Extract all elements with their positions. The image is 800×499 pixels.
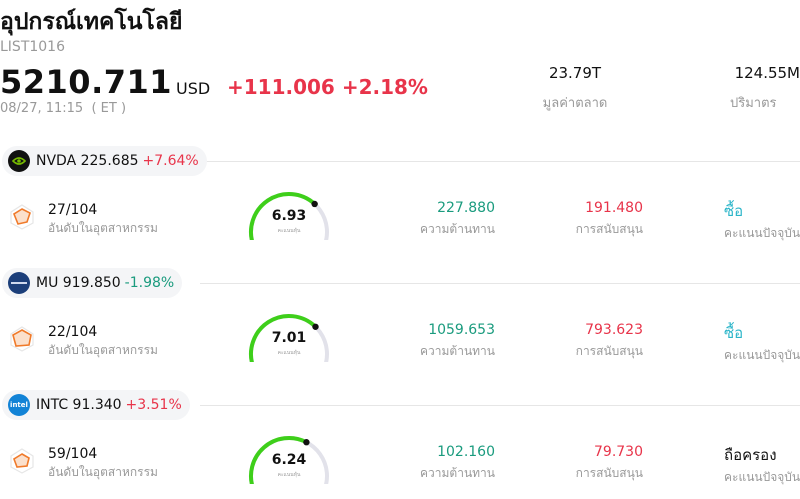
support-label: การสนับสนุน: [575, 222, 643, 236]
support-value: 191.480: [585, 200, 643, 216]
rating-label: คะแนนปัจจุบัน: [724, 348, 800, 362]
resistance-label: ความต้านทาน: [420, 222, 495, 236]
stock-chip-nvda[interactable]: NVDA 225.685 +7.64%: [2, 146, 207, 176]
separator: [200, 161, 800, 162]
volume-value: 124.55M: [734, 64, 800, 82]
stock-score-label: คะแนนหุ้น: [277, 350, 301, 356]
radar-rank-icon: [10, 326, 34, 352]
market-cap-value: 23.79T: [548, 64, 602, 82]
industry-rank: 27/104: [48, 202, 98, 218]
resistance-value: 227.880: [437, 200, 495, 216]
support-value: 79.730: [594, 444, 643, 460]
list-code: LIST1016: [0, 39, 65, 55]
stock-score: 6.93: [271, 208, 307, 224]
stock-change: +3.51%: [125, 397, 182, 413]
separator: [200, 405, 800, 406]
market-cap-label: มูลค่าตลาด: [542, 96, 608, 111]
radar-rank-icon: [10, 204, 34, 230]
price-currency: USD: [176, 79, 211, 98]
index-price: 5210.711: [0, 63, 173, 101]
separator: [200, 283, 800, 284]
stock-ticker-price: MU 919.850: [36, 275, 121, 291]
stock-score: 6.24: [271, 452, 307, 468]
support-label: การสนับสนุน: [575, 344, 643, 358]
nvidia-logo-icon: [8, 150, 30, 172]
score-gauge: [249, 192, 329, 240]
intel-logo-icon: intel: [8, 394, 30, 416]
stock-ticker-price: INTC 91.340: [36, 397, 122, 413]
rating-label: คะแนนปัจจุบัน: [724, 470, 800, 484]
stock-chip-mu[interactable]: MU 919.850 -1.98%: [2, 268, 183, 298]
price-timestamp: 08/27, 11:15 ( ET ): [0, 101, 127, 116]
industry-rank-label: อันดับในอุตสาหกรรม: [48, 465, 158, 479]
rating-value: ซื้อ: [724, 324, 744, 342]
volume-label: ปริมาตร: [730, 96, 777, 111]
stock-score-label: คะแนนหุ้น: [277, 472, 301, 478]
support-label: การสนับสนุน: [575, 466, 643, 480]
support-value: 793.623: [585, 322, 643, 338]
resistance-value: 1059.653: [428, 322, 495, 338]
resistance-label: ความต้านทาน: [420, 466, 495, 480]
score-gauge: [249, 436, 329, 484]
industry-rank: 59/104: [48, 446, 98, 462]
page-title: อุปกรณ์เทคโนโลยี: [0, 9, 183, 35]
industry-rank: 22/104: [48, 324, 98, 340]
rating-value: ซื้อ: [724, 202, 744, 220]
resistance-label: ความต้านทาน: [420, 344, 495, 358]
radar-rank-icon: [10, 448, 34, 474]
stock-change: -1.98%: [124, 275, 175, 291]
stock-chip-intc[interactable]: intel INTC 91.340 +3.51%: [2, 390, 190, 420]
score-gauge: [249, 314, 329, 362]
micron-logo-icon: [8, 272, 30, 294]
stock-score: 7.01: [271, 330, 307, 346]
rating-value: ถือครอง: [724, 446, 777, 464]
price-change: +111.006 +2.18%: [227, 75, 428, 99]
stock-score-label: คะแนนหุ้น: [277, 228, 301, 234]
resistance-value: 102.160: [437, 444, 495, 460]
rating-label: คะแนนปัจจุบัน: [724, 226, 800, 240]
stock-ticker-price: NVDA 225.685: [36, 153, 139, 169]
stock-change: +7.64%: [142, 153, 199, 169]
industry-rank-label: อันดับในอุตสาหกรรม: [48, 343, 158, 357]
industry-rank-label: อันดับในอุตสาหกรรม: [48, 221, 158, 235]
